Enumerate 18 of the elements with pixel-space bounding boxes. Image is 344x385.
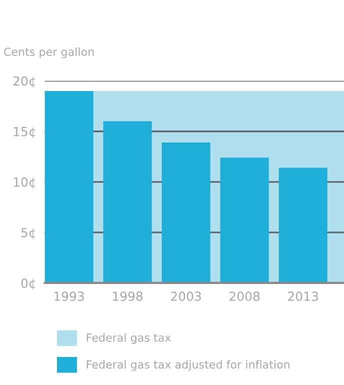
x-tick-label: 2003 xyxy=(171,292,201,301)
x-tick-label: 1993 xyxy=(54,292,84,301)
y-tick-label: 0¢ xyxy=(21,278,35,290)
y-tick-label: 5¢ xyxy=(21,228,35,240)
y-tick-label: 10¢ xyxy=(14,177,35,189)
bar xyxy=(162,142,210,283)
bar xyxy=(278,168,328,283)
x-tick-label: 1998 xyxy=(112,292,143,301)
y-tick-label: 15¢ xyxy=(14,127,35,138)
legend-label: Federal gas tax adjusted for inflation xyxy=(86,360,290,371)
legend-label: Federal gas tax xyxy=(86,333,171,344)
bar xyxy=(44,90,94,283)
x-tick-label: 2013 xyxy=(288,292,318,301)
y-tick-label: 20¢ xyxy=(13,76,35,88)
bar xyxy=(103,121,152,283)
y-axis-title: Cents per gallon xyxy=(4,47,94,58)
x-tick-label: 2008 xyxy=(230,292,260,301)
bar xyxy=(220,158,269,283)
